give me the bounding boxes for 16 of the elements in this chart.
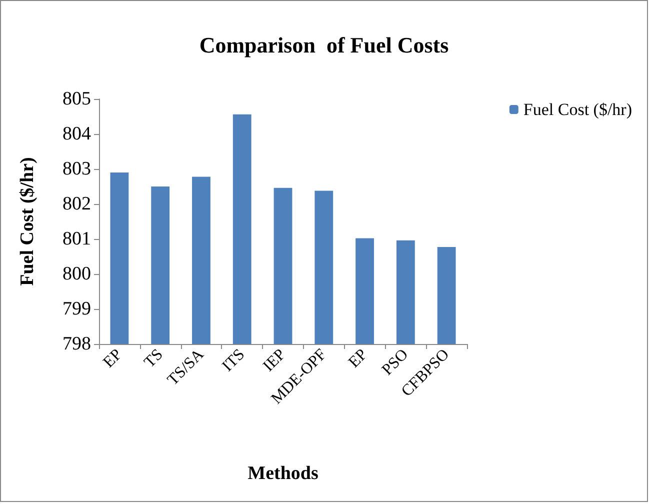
legend-label: Fuel Cost ($/hr): [523, 100, 632, 119]
x-tick-label: ITS: [219, 346, 248, 375]
x-tick-label: EP: [346, 346, 371, 372]
y-tick-label: 800: [62, 264, 91, 284]
x-tick-label: EP: [100, 346, 126, 372]
y-tick-label: 798: [62, 334, 91, 354]
y-tick-label: 803: [62, 158, 91, 180]
y-tick-label: 801: [62, 228, 91, 250]
y-tick-label: 799: [62, 298, 91, 320]
y-tick-label: 804: [62, 124, 92, 144]
y-axis-title: Fuel Cost ($/hr): [17, 157, 38, 286]
x-tick-label: TS: [141, 346, 166, 372]
y-tick-label: 805: [62, 88, 91, 110]
y-tick-label: 802: [62, 194, 91, 214]
x-axis-title: Methods: [248, 463, 318, 484]
chart-title: Comparison of Fuel Costs: [199, 32, 450, 58]
